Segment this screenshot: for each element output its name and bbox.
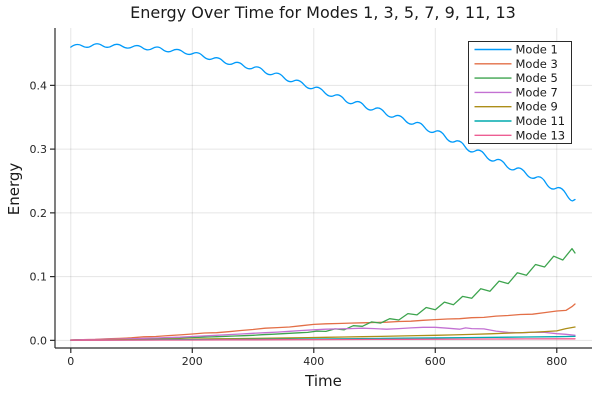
legend-label: Mode 1 — [516, 43, 558, 57]
legend-label: Mode 11 — [516, 114, 566, 128]
legend-label: Mode 7 — [516, 85, 558, 99]
x-tick-label: 400 — [303, 355, 324, 368]
y-tick-label: 0.1 — [30, 271, 48, 284]
series-lines — [70, 43, 576, 341]
y-tick-label: 0.0 — [30, 334, 48, 347]
series-line-mode-5 — [70, 247, 576, 341]
legend-item: Mode 11 — [474, 114, 566, 128]
axes: 0 200 400 600 800 0.0 0.1 0.2 0.3 0.4 — [30, 28, 592, 368]
series-line-mode-3 — [70, 303, 576, 341]
y-tick-label: 0.4 — [30, 79, 48, 92]
legend-item: Mode 9 — [474, 100, 558, 114]
y-axis-title: Energy — [5, 162, 23, 216]
legend-item: Mode 1 — [474, 43, 558, 57]
x-tick-label: 600 — [425, 355, 446, 368]
legend-item: Mode 5 — [474, 71, 558, 85]
x-axis-title: Time — [305, 372, 342, 390]
series-line-mode-1 — [70, 43, 576, 202]
legend-label: Mode 13 — [516, 128, 566, 142]
y-tick-label: 0.2 — [30, 207, 48, 220]
legend-item: Mode 7 — [474, 85, 558, 99]
chart-title: Energy Over Time for Modes 1, 3, 5, 7, 9… — [130, 3, 516, 22]
series-line-mode-13 — [70, 338, 576, 341]
legend-item: Mode 13 — [474, 128, 566, 142]
x-tick-label: 800 — [546, 355, 567, 368]
legend-label: Mode 9 — [516, 100, 558, 114]
legend-label: Mode 5 — [516, 71, 558, 85]
legend-item: Mode 3 — [474, 57, 558, 71]
gridlines — [55, 28, 592, 348]
series-line-mode-7 — [70, 326, 576, 341]
x-tick-label: 200 — [182, 355, 203, 368]
y-tick-label: 0.3 — [30, 143, 48, 156]
legend-label: Mode 3 — [516, 57, 558, 71]
x-tick-label: 0 — [67, 355, 74, 368]
